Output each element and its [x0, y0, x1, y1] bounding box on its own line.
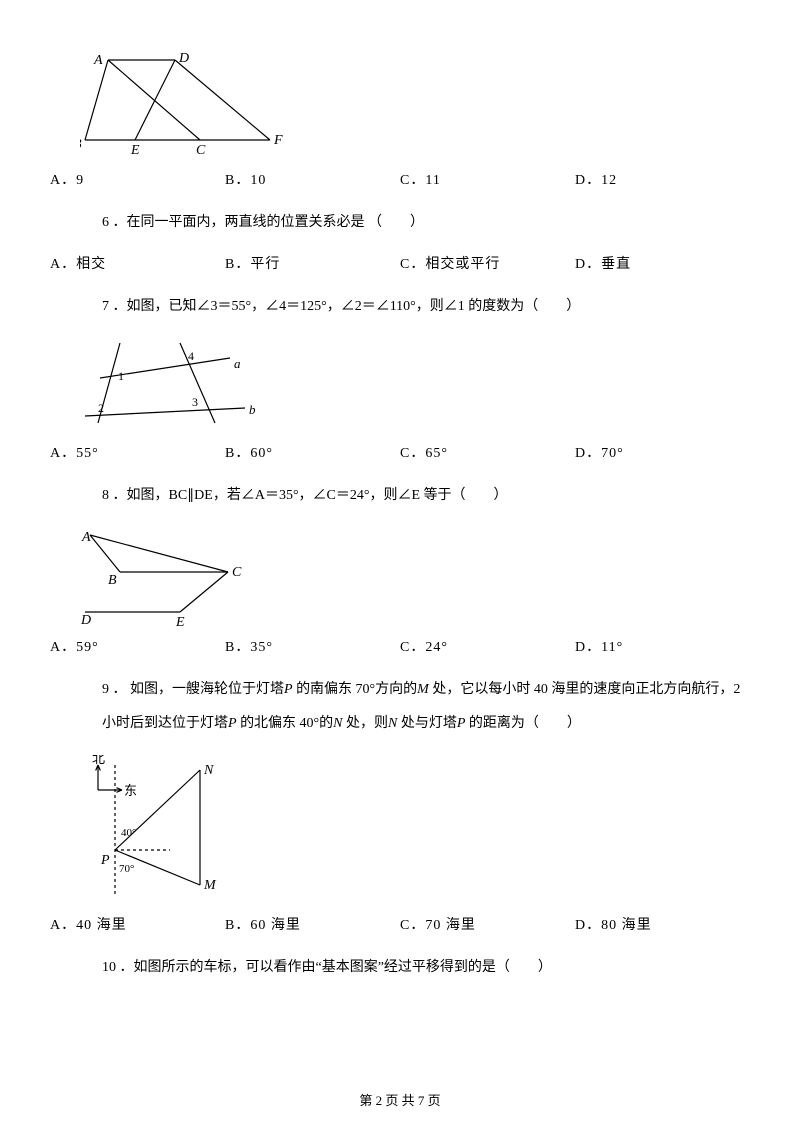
svg-text:a: a — [234, 356, 241, 371]
svg-text:北: 北 — [92, 755, 105, 766]
q5-options: A．9 B．10 C．11 D．12 — [50, 170, 750, 192]
q7-opt-c[interactable]: C．65° — [400, 443, 575, 465]
q9-opt-c[interactable]: C．70 海里 — [400, 915, 575, 937]
q9-v1: P — [284, 682, 293, 697]
q9-t5: 处，则 — [343, 716, 389, 731]
svg-text:3: 3 — [192, 395, 198, 409]
q7-opt-a[interactable]: A．55° — [50, 443, 225, 465]
svg-text:D: D — [178, 51, 189, 66]
q9-t4: 的北偏东 40°的 — [237, 716, 334, 731]
q5-opt-d[interactable]: D．12 — [575, 170, 750, 192]
q9-options: A．40 海里 B．60 海里 C．70 海里 D．80 海里 — [50, 915, 750, 937]
q9-opt-b[interactable]: B．60 海里 — [225, 915, 400, 937]
svg-text:70°: 70° — [119, 863, 134, 875]
q9-v5: N — [388, 716, 397, 731]
q6-opt-d[interactable]: D．垂直 — [575, 254, 750, 276]
svg-text:F: F — [273, 133, 283, 148]
svg-text:D: D — [80, 613, 91, 627]
svg-text:A: A — [81, 530, 91, 545]
svg-text:40°: 40° — [121, 827, 136, 839]
q7-options: A．55° B．60° C．65° D．70° — [50, 443, 750, 465]
svg-text:E: E — [175, 615, 185, 627]
svg-text:b: b — [249, 402, 256, 417]
q8-text: 8 ．如图，BC∥DE，若∠A＝35°，∠C＝24°，则∠E 等于（ ） — [102, 479, 750, 513]
svg-text:A: A — [93, 53, 103, 68]
q9-v3: P — [228, 716, 237, 731]
q6-options: A．相交 B．平行 C．相交或平行 D．垂直 — [50, 254, 750, 276]
q6-opt-a[interactable]: A．相交 — [50, 254, 225, 276]
q5-opt-a[interactable]: A．9 — [50, 170, 225, 192]
q9-opt-d[interactable]: D．80 海里 — [575, 915, 750, 937]
q6-text: 6 ．在同一平面内，两直线的位置关系必是 （ ） — [102, 206, 750, 240]
svg-text:东: 东 — [124, 783, 137, 798]
page-footer: 第 2 页 共 7 页 — [0, 1091, 800, 1112]
q9-t7: 的距离为（ ） — [465, 716, 581, 731]
q5-opt-b[interactable]: B．10 — [225, 170, 400, 192]
q7-opt-b[interactable]: B．60° — [225, 443, 400, 465]
svg-text:B: B — [108, 573, 117, 588]
svg-text:M: M — [203, 878, 217, 893]
q9-t1: 9 ． 如图，一艘海轮位于灯塔 — [102, 682, 284, 697]
q8-opt-a[interactable]: A．59° — [50, 637, 225, 659]
q8-options: A．59° B．35° C．24° D．11° — [50, 637, 750, 659]
svg-text:4: 4 — [188, 349, 194, 363]
svg-text:1: 1 — [118, 369, 124, 383]
svg-text:C: C — [232, 565, 242, 580]
q7-figure: a b 1 2 3 4 — [80, 338, 750, 433]
svg-text:N: N — [203, 763, 214, 778]
q9-v4: N — [333, 716, 342, 731]
svg-text:B: B — [80, 137, 82, 152]
q8-opt-b[interactable]: B．35° — [225, 637, 400, 659]
q9-opt-a[interactable]: A．40 海里 — [50, 915, 225, 937]
q8-figure: A B C D E — [80, 527, 750, 627]
q6-opt-b[interactable]: B．平行 — [225, 254, 400, 276]
q9-figure: 北东 P N M 40° 70° — [80, 755, 750, 905]
q7-text: 7 ．如图，已知∠3＝55°，∠4＝125°，∠2＝∠110°，则∠1 的度数为… — [102, 290, 750, 324]
q10-text: 10 ．如图所示的车标，可以看作由“基本图案”经过平移得到的是（ ） — [102, 951, 750, 985]
q8-opt-d[interactable]: D．11° — [575, 637, 750, 659]
q6-opt-c[interactable]: C．相交或平行 — [400, 254, 575, 276]
q5-opt-c[interactable]: C．11 — [400, 170, 575, 192]
svg-text:C: C — [196, 143, 206, 158]
q7-opt-d[interactable]: D．70° — [575, 443, 750, 465]
q5-figure: A D B E C F — [80, 50, 750, 160]
q9-v2: M — [417, 682, 429, 697]
q9-t2: 的南偏东 70°方向的 — [293, 682, 418, 697]
svg-text:2: 2 — [98, 401, 104, 415]
q9-t6: 处与灯塔 — [397, 716, 457, 731]
svg-text:E: E — [130, 143, 140, 158]
q9-text: 9 ． 如图，一艘海轮位于灯塔P 的南偏东 70°方向的M 处，它以每小时 40… — [102, 673, 750, 740]
q8-opt-c[interactable]: C．24° — [400, 637, 575, 659]
svg-text:P: P — [100, 853, 110, 868]
